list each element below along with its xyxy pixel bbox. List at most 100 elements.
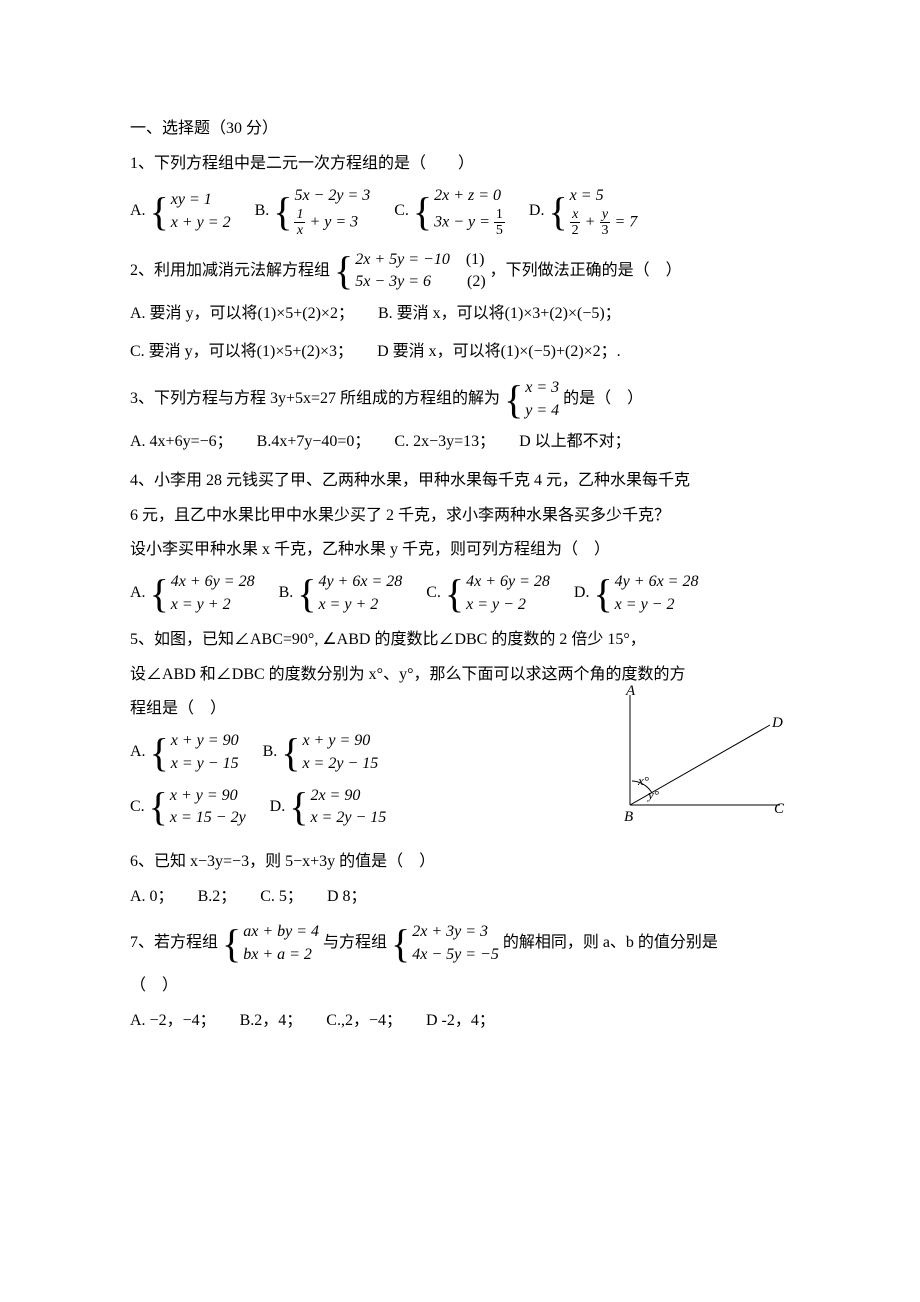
opt-label: D. xyxy=(574,579,590,608)
eq: 2x = 90 xyxy=(310,785,386,807)
eq: 2x + 3y = 3 xyxy=(412,921,499,943)
stem-a: 7、若方程组 xyxy=(130,929,218,958)
fraction: y3 xyxy=(599,207,610,239)
system: {x + y = 90x = 2y − 15 xyxy=(281,730,378,775)
eq: 4x + 6y = 28 xyxy=(171,571,255,593)
q6-opt-d: D 8； xyxy=(327,883,367,912)
eq: 5x − 2y = 3 xyxy=(294,185,370,207)
system-col: x + y = 90x = 2y − 15 xyxy=(302,730,378,775)
eq: x = y − 2 xyxy=(615,594,699,616)
q5-opt-c: C. {x + y = 90x = 15 − 2y xyxy=(130,785,246,830)
q5-row1: A. {x + y = 90x = y − 15 B. {x + y = 90x… xyxy=(130,730,580,775)
q7-stem: 7、若方程组 {ax + by = 4bx + a = 2 与方程组 {2x +… xyxy=(130,921,790,966)
system: {4x + 6y = 28x = y − 2 xyxy=(445,571,550,616)
q5-l1: 5、如图，已知∠ABC=90°, ∠ABD 的度数比∠DBC 的度数的 2 倍少… xyxy=(130,626,790,655)
brace-icon: { xyxy=(150,574,169,614)
q4-l2: 6 元，且乙中水果比甲中水果少买了 2 千克，求小李两种水果各买多少千克？ xyxy=(130,502,790,531)
q3-opt-c: C. 2x−3y=13； xyxy=(394,428,495,457)
q3: 3、下列方程与方程 3y+5x=27 所组成的方程组的解为 { x = 3 y … xyxy=(130,377,790,457)
system-col: ax + by = 4bx + a = 2 xyxy=(243,921,319,966)
eq: x = y + 2 xyxy=(318,594,402,616)
brace-icon: { xyxy=(391,924,410,964)
system: {ax + by = 4bx + a = 2 xyxy=(222,921,319,966)
eq: x = y + 2 xyxy=(171,594,255,616)
system: {4y + 6x = 28x = y + 2 xyxy=(297,571,402,616)
system: {x + y = 90x = 15 − 2y xyxy=(149,785,246,830)
system-col: x = 3 y = 4 xyxy=(525,377,559,422)
system-col: 4y + 6x = 28x = y + 2 xyxy=(318,571,402,616)
brace-icon: { xyxy=(150,192,169,232)
q5-figure: A D B C x° y° xyxy=(590,685,790,825)
eq: x + y = 90 xyxy=(171,730,239,752)
eq: 4y + 6x = 28 xyxy=(615,571,699,593)
opt-label: B. xyxy=(279,579,294,608)
system: {4y + 6x = 28x = y − 2 xyxy=(593,571,698,616)
eq: bx + a = 2 xyxy=(243,944,319,966)
brace-icon: { xyxy=(445,574,464,614)
q7-opt-b: B.2，4； xyxy=(240,1007,303,1036)
system-col: xy = 1 x + y = 2 xyxy=(171,189,231,234)
brace-icon: { xyxy=(548,192,567,232)
eq: xy = 1 xyxy=(171,189,231,211)
eq: 1x + y = 3 xyxy=(294,207,370,239)
system: { x = 3 y = 4 xyxy=(504,377,559,422)
brace-icon: { xyxy=(593,574,612,614)
q6-opt-a: A. 0； xyxy=(130,883,174,912)
eq: x + y = 2 xyxy=(171,212,231,234)
brace-icon: { xyxy=(222,924,241,964)
opt-label: C. xyxy=(394,197,409,226)
q7-options: A. −2，−4； B.2，4； C.,2，−4； D -2，4； xyxy=(130,1007,790,1036)
brace-icon: { xyxy=(504,380,523,420)
system: { 2x + z = 0 3x − y = 15 xyxy=(413,185,505,239)
eq: x = 2y − 15 xyxy=(302,753,378,775)
label-d: D xyxy=(771,715,783,731)
system-col: x = 5 x2 + y3 = 7 xyxy=(570,185,638,239)
system-col: 5x − 2y = 3 1x + y = 3 xyxy=(294,185,370,239)
q1-opt-c: C. { 2x + z = 0 3x − y = 15 xyxy=(394,185,505,239)
eq: ax + by = 4 xyxy=(243,921,319,943)
stem-a: 2、利用加减消元法解方程组 xyxy=(130,257,330,286)
fraction: x2 xyxy=(570,207,581,239)
q3-opt-a: A. 4x+6y=−6； xyxy=(130,428,233,457)
system-col: 2x + 3y = 34x − 5y = −5 xyxy=(412,921,499,966)
eq: y = 4 xyxy=(525,400,559,422)
brace-icon: { xyxy=(281,733,300,773)
system-col: x + y = 90x = y − 15 xyxy=(171,730,239,775)
stem-a: 3、下列方程与方程 3y+5x=27 所组成的方程组的解为 xyxy=(130,385,500,414)
q4-opt-a: A. {4x + 6y = 28x = y + 2 xyxy=(130,571,255,616)
stem-b: 的解相同，则 a、b 的值分别是 xyxy=(503,929,718,958)
label-c: C xyxy=(774,801,785,817)
q6-opt-b: B.2； xyxy=(198,883,237,912)
system-col: 2x = 90x = 2y − 15 xyxy=(310,785,386,830)
system-col: 4x + 6y = 28x = y + 2 xyxy=(171,571,255,616)
eq: x2 + y3 = 7 xyxy=(570,207,638,239)
q4-l3: 设小李买甲种水果 x 千克，乙种水果 y 千克，则可列方程组为（ ） xyxy=(130,536,790,565)
q7-opt-a: A. −2，−4； xyxy=(130,1007,216,1036)
q7-l2: （ ） xyxy=(130,972,790,1001)
q7-opt-c: C.,2，−4； xyxy=(326,1007,402,1036)
q5-opt-a: A. {x + y = 90x = y − 15 xyxy=(130,730,239,775)
opt-label: B. xyxy=(263,738,278,767)
system: { x = 5 x2 + y3 = 7 xyxy=(548,185,637,239)
q2-row2: C. 要消 y，可以将(1)×5+(2)×3； D 要消 x，可以将(1)×(−… xyxy=(130,338,790,367)
eq: x = 5 xyxy=(570,185,638,207)
eq-row: 2x + 5y = −10 (1) xyxy=(355,249,485,271)
brace-icon: { xyxy=(334,251,353,291)
brace-icon: { xyxy=(289,787,308,827)
q3-options: A. 4x+6y=−6； B.4x+7y−40=0； C. 2x−3y=13； … xyxy=(130,428,790,457)
q6: 6、已知 x−3y=−3，则 5−x+3y 的值是（ ） A. 0； B.2； … xyxy=(130,848,790,912)
fraction: 1x xyxy=(294,207,305,239)
q1: 1、下列方程组中是二元一次方程组的是（ ） A. { xy = 1 x + y … xyxy=(130,150,790,239)
system-col: x + y = 90x = 15 − 2y xyxy=(170,785,246,830)
eq: x + y = 90 xyxy=(302,730,378,752)
q5: 5、如图，已知∠ABC=90°, ∠ABD 的度数比∠DBC 的度数的 2 倍少… xyxy=(130,626,790,840)
system-col: 4y + 6x = 28x = y − 2 xyxy=(615,571,699,616)
section-title: 一、选择题（30 分） xyxy=(130,115,790,144)
q4-opt-d: D. {4y + 6x = 28x = y − 2 xyxy=(574,571,699,616)
brace-icon: { xyxy=(273,192,292,232)
label-b: B xyxy=(624,809,633,825)
eq: 4x − 5y = −5 xyxy=(412,944,499,966)
q2-row1: A. 要消 y，可以将(1)×5+(2)×2； B. 要消 x，可以将(1)×3… xyxy=(130,300,790,329)
eq: 3x − y = 15 xyxy=(434,207,505,239)
q1-opt-b: B. { 5x − 2y = 3 1x + y = 3 xyxy=(255,185,371,239)
